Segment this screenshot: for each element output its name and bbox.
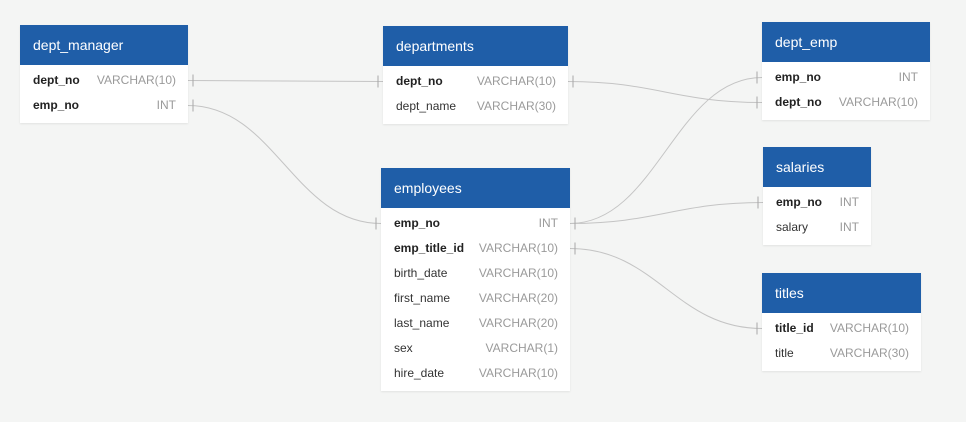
column-type: VARCHAR(30)	[829, 346, 909, 360]
relationship-link[interactable]	[569, 202, 764, 224]
column-row[interactable]: dept_no VARCHAR(10)	[383, 69, 568, 94]
column-type: VARCHAR(20)	[478, 316, 558, 330]
column-name: dept_no	[775, 95, 822, 109]
column-type: VARCHAR(10)	[829, 321, 909, 335]
column-row[interactable]: last_name VARCHAR(20)	[381, 311, 570, 336]
column-row[interactable]: sex VARCHAR(1)	[381, 336, 570, 361]
table-dept-emp[interactable]: dept_emp emp_no INT dept_no VARCHAR(10)	[762, 22, 930, 120]
column-row[interactable]: emp_no INT	[20, 93, 188, 118]
column-name: title	[775, 346, 794, 360]
column-name: emp_title_id	[394, 241, 465, 255]
column-name: sex	[394, 341, 413, 355]
column-row[interactable]: first_name VARCHAR(20)	[381, 286, 570, 311]
column-row[interactable]: emp_no INT	[381, 211, 570, 236]
column-type: INT	[156, 98, 176, 112]
table-title[interactable]: employees	[381, 168, 570, 208]
table-columns: emp_no INT emp_title_id VARCHAR(10) birth_da…	[381, 208, 570, 391]
relationship-link[interactable]	[187, 105, 382, 224]
column-name: birth_date	[394, 266, 448, 280]
column-type: INT	[898, 70, 918, 84]
relationship-link[interactable]	[187, 80, 384, 82]
column-type: VARCHAR(10)	[476, 74, 556, 88]
column-name: emp_no	[394, 216, 441, 230]
table-title[interactable]: salaries	[763, 147, 871, 187]
column-name: salary	[776, 220, 809, 234]
table-departments[interactable]: departments dept_no VARCHAR(10) dept_name VA…	[383, 26, 568, 124]
column-row[interactable]: salary INT	[763, 215, 871, 240]
table-columns: dept_no VARCHAR(10) dept_name VARCHAR(30)	[383, 66, 568, 124]
column-row[interactable]: title VARCHAR(30)	[762, 341, 921, 366]
column-row[interactable]: title_id VARCHAR(10)	[762, 316, 921, 341]
table-columns: emp_no INT salary INT	[763, 187, 871, 245]
column-row[interactable]: emp_title_id VARCHAR(10)	[381, 236, 570, 261]
relationship-link[interactable]	[569, 248, 763, 329]
relationship-link[interactable]	[569, 77, 763, 224]
relationship-link[interactable]	[567, 81, 763, 103]
column-type: VARCHAR(1)	[485, 341, 558, 355]
column-name: dept_no	[396, 74, 443, 88]
column-name: dept_name	[396, 99, 457, 113]
column-type: VARCHAR(10)	[478, 241, 558, 255]
column-row[interactable]: birth_date VARCHAR(10)	[381, 261, 570, 286]
column-type: INT	[538, 216, 558, 230]
table-title[interactable]: titles	[762, 273, 921, 313]
column-row[interactable]: emp_no INT	[763, 190, 871, 215]
table-titles[interactable]: titles title_id VARCHAR(10) title VARCHAR(30…	[762, 273, 921, 371]
column-type: VARCHAR(10)	[96, 73, 176, 87]
table-title[interactable]: dept_manager	[20, 25, 188, 65]
table-title[interactable]: departments	[383, 26, 568, 66]
column-name: last_name	[394, 316, 450, 330]
column-type: INT	[839, 195, 859, 209]
column-type: VARCHAR(10)	[838, 95, 918, 109]
table-dept-manager[interactable]: dept_manager dept_no VARCHAR(10) emp_no INT	[20, 25, 188, 123]
table-salaries[interactable]: salaries emp_no INT salary INT	[763, 147, 871, 245]
column-row[interactable]: dept_no VARCHAR(10)	[762, 90, 930, 115]
column-name: emp_no	[776, 195, 823, 209]
column-type: VARCHAR(20)	[478, 291, 558, 305]
column-row[interactable]: hire_date VARCHAR(10)	[381, 361, 570, 386]
column-name: hire_date	[394, 366, 445, 380]
column-name: title_id	[775, 321, 814, 335]
column-type: VARCHAR(10)	[478, 366, 558, 380]
column-row[interactable]: dept_no VARCHAR(10)	[20, 68, 188, 93]
column-name: emp_no	[775, 70, 822, 84]
column-name: emp_no	[33, 98, 80, 112]
column-row[interactable]: dept_name VARCHAR(30)	[383, 94, 568, 119]
table-columns: title_id VARCHAR(10) title VARCHAR(30)	[762, 313, 921, 371]
table-columns: emp_no INT dept_no VARCHAR(10)	[762, 62, 930, 120]
column-type: INT	[839, 220, 859, 234]
column-name: dept_no	[33, 73, 80, 87]
column-type: VARCHAR(10)	[478, 266, 558, 280]
column-name: first_name	[394, 291, 451, 305]
table-employees[interactable]: employees emp_no INT emp_title_id VARCHAR(10…	[381, 168, 570, 391]
column-row[interactable]: emp_no INT	[762, 65, 930, 90]
column-type: VARCHAR(30)	[476, 99, 556, 113]
table-columns: dept_no VARCHAR(10) emp_no INT	[20, 65, 188, 123]
table-title[interactable]: dept_emp	[762, 22, 930, 62]
